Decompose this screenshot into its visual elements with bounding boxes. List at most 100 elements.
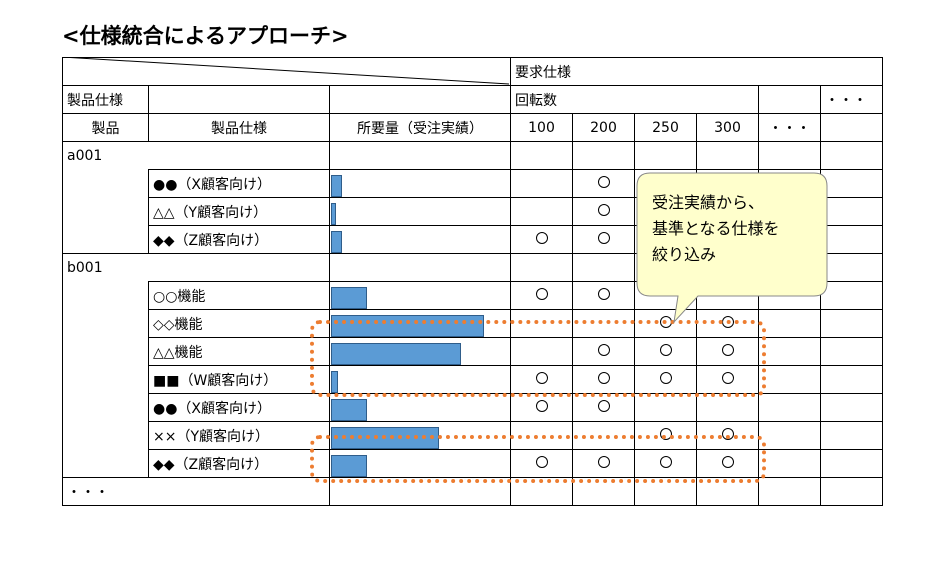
circle-mark-icon [597, 455, 610, 468]
empty-header-cell [820, 113, 883, 142]
empty-cell [820, 365, 883, 394]
amount-cell [329, 337, 511, 366]
col-required-header: 所要量（受注実績） [329, 113, 511, 142]
rpm-mark-cell [572, 197, 635, 226]
product-name: a001 [62, 141, 149, 170]
rpm-200-header: 200 [572, 113, 635, 142]
amount-bar [331, 343, 461, 365]
col-product-header: 製品 [62, 113, 149, 142]
product-spec-group-header: 製品仕様 [62, 85, 149, 114]
rpm-mark-cell [510, 281, 573, 310]
empty-cell [758, 365, 821, 394]
empty-cell [820, 281, 883, 310]
rpm-mark-cell [572, 225, 635, 254]
amount-bar [331, 287, 367, 309]
product-spacer [62, 169, 149, 254]
empty-cell [758, 421, 821, 450]
callout-line: 基準となる仕様を [652, 219, 780, 238]
empty-header-cell [329, 85, 511, 114]
highlight-box-2 [310, 435, 766, 483]
empty-cell [820, 449, 883, 478]
empty-cell [572, 141, 635, 170]
spec-name: ●●（X顧客向け） [148, 393, 330, 422]
header-row-requirement: 要求仕様 [62, 57, 883, 86]
amount-bar [331, 175, 342, 197]
diagonal-header-cell [62, 57, 511, 86]
spec-name: ○○機能 [148, 281, 330, 310]
rpm-300-header: 300 [696, 113, 759, 142]
circle-mark-icon [721, 455, 734, 468]
circle-mark-icon [659, 427, 672, 440]
spec-row: ■■（W顧客向け） [63, 365, 883, 394]
empty-cell [820, 477, 883, 506]
circle-mark-icon [535, 371, 548, 384]
circle-mark-icon [597, 203, 610, 216]
circle-mark-icon [597, 343, 610, 356]
empty-cell [572, 253, 635, 282]
empty-cell [510, 253, 573, 282]
page-title: <仕様統合によるアプローチ> [62, 24, 349, 48]
spec-row: △△機能 [63, 337, 883, 366]
product-spacer [62, 281, 149, 478]
ellipsis-col-header: ・・・ [758, 113, 821, 142]
amount-cell [329, 225, 511, 254]
rpm-mark-cell [510, 365, 573, 394]
amount-cell [329, 281, 511, 310]
empty-cell [696, 141, 759, 170]
spec-row: ●●（X顧客向け） [63, 393, 883, 422]
amount-bar [331, 399, 367, 421]
amount-bar [331, 371, 338, 393]
empty-cell [820, 225, 883, 254]
rpm-mark-cell [572, 449, 635, 478]
empty-cell [634, 141, 697, 170]
circle-mark-icon [597, 175, 610, 188]
amount-cell [329, 169, 511, 198]
spec-name: △△（Y顧客向け） [148, 197, 330, 226]
rpm-mark-cell [510, 393, 573, 422]
circle-mark-icon [597, 287, 610, 300]
empty-cell [758, 141, 821, 170]
rpm-mark-cell [634, 393, 697, 422]
rotation-header: 回転数 [510, 85, 759, 114]
header-row-columns: 製品 製品仕様 所要量（受注実績） 100 200 250 300 ・・・ [62, 113, 883, 142]
spec-row: ◆◆（Z顧客向け） [63, 449, 883, 478]
empty-header-cell [758, 85, 821, 114]
empty-cell [758, 449, 821, 478]
spec-name: ××（Y顧客向け） [148, 421, 330, 450]
circle-mark-icon [659, 343, 672, 356]
requirement-spec-header: 要求仕様 [510, 57, 883, 86]
circle-mark-icon [721, 427, 734, 440]
rpm-mark-cell [696, 393, 759, 422]
amount-bar [331, 455, 367, 477]
empty-cell [820, 197, 883, 226]
callout-line: 絞り込み [652, 245, 717, 264]
footer-ellipsis: ・・・ [62, 477, 149, 506]
empty-header-cell [148, 85, 330, 114]
circle-mark-icon [659, 455, 672, 468]
amount-bar [331, 203, 336, 225]
circle-mark-icon [659, 371, 672, 384]
circle-mark-icon [597, 231, 610, 244]
callout-shape [636, 172, 828, 324]
circle-mark-icon [535, 231, 548, 244]
rpm-mark-cell [572, 281, 635, 310]
spec-name: ■■（W顧客向け） [148, 365, 330, 394]
ellipsis-header: ・・・ [820, 85, 883, 114]
empty-cell [820, 337, 883, 366]
rpm-mark-cell [510, 225, 573, 254]
spec-name: ●●（X顧客向け） [148, 169, 330, 198]
rpm-100-header: 100 [510, 113, 573, 142]
empty-cell [148, 477, 330, 506]
empty-cell [820, 393, 883, 422]
amount-cell [329, 449, 511, 478]
rpm-250-header: 250 [634, 113, 697, 142]
circle-mark-icon [535, 455, 548, 468]
empty-cell [758, 477, 821, 506]
callout-line: 受注実績から、 [652, 193, 765, 212]
empty-cell [148, 253, 330, 282]
header-row-rotation: 製品仕様 回転数 ・・・ [62, 85, 883, 114]
empty-cell [510, 141, 573, 170]
circle-mark-icon [535, 399, 548, 412]
empty-cell [820, 421, 883, 450]
col-product-spec-header: 製品仕様 [148, 113, 330, 142]
